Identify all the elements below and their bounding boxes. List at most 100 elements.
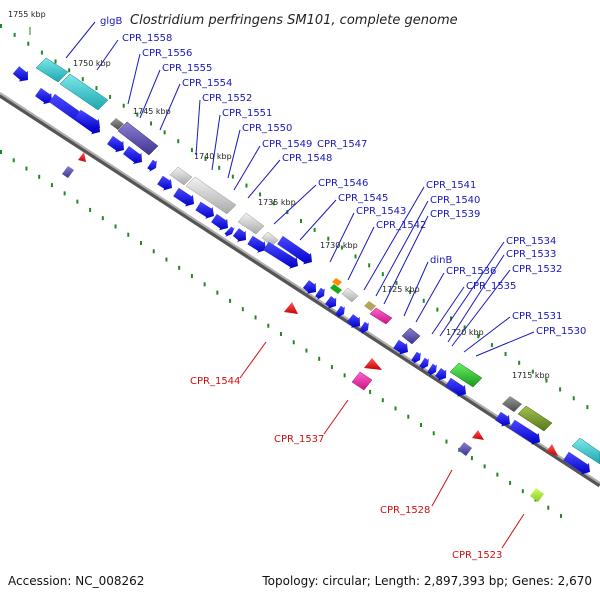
forward-gene-arrow[interactable]	[335, 305, 345, 318]
forward-gene-arrow[interactable]	[419, 357, 429, 370]
gene-label[interactable]: CPR_1528	[380, 505, 430, 516]
forward-gene-arrow[interactable]	[302, 280, 316, 294]
gene-label[interactable]: CPR_1554	[182, 78, 232, 89]
feature-box[interactable]	[502, 396, 522, 412]
gene-label[interactable]: CPR_1551	[222, 108, 272, 119]
gene-label[interactable]: glgB	[100, 16, 122, 27]
feature-box[interactable]	[110, 118, 124, 130]
forward-gene-arrow[interactable]	[232, 228, 246, 242]
feature-box[interactable]	[330, 284, 342, 294]
track-dot	[422, 298, 425, 303]
gene-label[interactable]: CPR_1535	[466, 281, 516, 292]
forward-gene-arrow[interactable]	[359, 321, 369, 334]
feature-box[interactable]	[530, 488, 544, 502]
gene-label[interactable]: CPR_1558	[122, 33, 172, 44]
feature-box[interactable]	[59, 73, 109, 111]
forward-gene-arrow[interactable]	[263, 241, 298, 269]
forward-gene-arrow[interactable]	[411, 351, 421, 364]
track-dot	[292, 340, 295, 345]
reverse-gene-arrow[interactable]	[78, 152, 86, 162]
forward-gene-arrow[interactable]	[107, 135, 124, 153]
track-dot	[463, 325, 466, 330]
gene-label[interactable]: CPR_1540	[430, 195, 480, 206]
forward-gene-arrow[interactable]	[427, 363, 437, 376]
forward-gene-arrow[interactable]	[123, 146, 142, 164]
forward-gene-arrow[interactable]	[277, 235, 312, 265]
track-dot	[409, 289, 412, 294]
feature-box[interactable]	[458, 442, 472, 456]
gene-label[interactable]: CPR_1552	[202, 93, 252, 104]
gene-label[interactable]: CPR_1542	[376, 220, 426, 231]
tick-label: 1720 kbp	[446, 328, 484, 337]
gene-label[interactable]: CPR_1539	[430, 209, 480, 220]
forward-gene-arrow[interactable]	[224, 226, 235, 237]
feature-box[interactable]	[237, 212, 265, 235]
forward-gene-arrow[interactable]	[247, 235, 266, 253]
tick-label: 1715 kbp	[512, 371, 550, 380]
gene-label[interactable]: CPR_1531	[512, 311, 562, 322]
gene-label[interactable]: CPR_1543	[356, 206, 406, 217]
feature-box[interactable]	[369, 307, 393, 325]
track-dot	[89, 207, 92, 212]
feature-box[interactable]	[62, 166, 74, 178]
feature-box[interactable]	[332, 278, 342, 286]
tick-label: 1745 kbp	[133, 107, 171, 116]
gene-label[interactable]: CPR_1530	[536, 326, 586, 337]
feature-box[interactable]	[517, 405, 553, 432]
feature-box[interactable]	[401, 327, 421, 345]
gene-label[interactable]: CPR_1547	[317, 139, 367, 150]
forward-gene-arrow[interactable]	[75, 109, 100, 131]
label-leaders-bottom	[239, 341, 525, 549]
reverse-gene-arrow[interactable]	[364, 358, 382, 370]
gene-label[interactable]: CPR_1537	[274, 434, 324, 445]
track-dot	[313, 227, 316, 232]
forward-gene-arrow[interactable]	[445, 377, 466, 397]
gene-label[interactable]: dinB	[430, 255, 452, 266]
forward-gene-arrow[interactable]	[195, 201, 214, 219]
track-dot	[12, 158, 15, 163]
forward-gene-arrow[interactable]	[325, 296, 337, 309]
gene-label[interactable]: CPR_1555	[162, 63, 212, 74]
feature-box[interactable]	[117, 121, 159, 156]
gene-label[interactable]: CPR_1534	[506, 236, 556, 247]
forward-gene-arrow[interactable]	[147, 159, 157, 172]
gene-label[interactable]: CPR_1549	[262, 139, 312, 150]
gene-label[interactable]: CPR_1532	[512, 264, 562, 275]
gene-label[interactable]: CPR_1545	[338, 193, 388, 204]
gene-label[interactable]: CPR_1541	[426, 180, 476, 191]
feature-box[interactable]	[571, 437, 600, 465]
track-dot	[245, 183, 248, 188]
feature-box[interactable]	[185, 176, 237, 215]
forward-gene-arrow[interactable]	[315, 287, 325, 300]
gene-label[interactable]: CPR_1550	[242, 123, 292, 134]
feature-box[interactable]	[364, 301, 376, 311]
forward-gene-arrow[interactable]	[509, 419, 540, 445]
forward-gene-arrow[interactable]	[157, 175, 172, 191]
forward-gene-arrow[interactable]	[173, 187, 194, 207]
track-dot	[381, 272, 384, 277]
feature-box[interactable]	[341, 287, 359, 303]
forward-gene-arrow[interactable]	[35, 87, 52, 105]
reverse-gene-arrow[interactable]	[284, 302, 298, 314]
gene-label[interactable]: CPR_1533	[506, 249, 556, 260]
feature-box[interactable]	[351, 371, 373, 391]
feature-box[interactable]	[449, 362, 483, 388]
feature-box[interactable]	[35, 57, 69, 83]
gene-label[interactable]: CPR_1544	[190, 376, 240, 387]
gene-label[interactable]: CPR_1556	[142, 48, 192, 59]
forward-gene-arrow[interactable]	[563, 451, 590, 475]
forward-gene-arrow[interactable]	[12, 66, 28, 82]
reverse-gene-arrow[interactable]	[546, 444, 558, 456]
reverse-gene-arrow[interactable]	[472, 430, 484, 440]
forward-gene-arrow[interactable]	[435, 368, 447, 381]
gene-label[interactable]: CPR_1548	[282, 153, 332, 164]
forward-gene-arrow[interactable]	[346, 314, 360, 328]
tick-layer: 1755 kbp 1750 kbp 1745 kbp 1740 kbp 1735…	[8, 10, 550, 380]
gene-label[interactable]: CPR_1536	[446, 266, 496, 277]
forward-gene-arrow[interactable]	[495, 411, 510, 427]
forward-gene-arrow[interactable]	[211, 213, 228, 231]
gene-label[interactable]: CPR_1546	[318, 178, 368, 189]
gene-label[interactable]: CPR_1523	[452, 550, 502, 561]
forward-gene-arrow[interactable]	[393, 339, 408, 355]
feature-box[interactable]	[169, 166, 193, 186]
